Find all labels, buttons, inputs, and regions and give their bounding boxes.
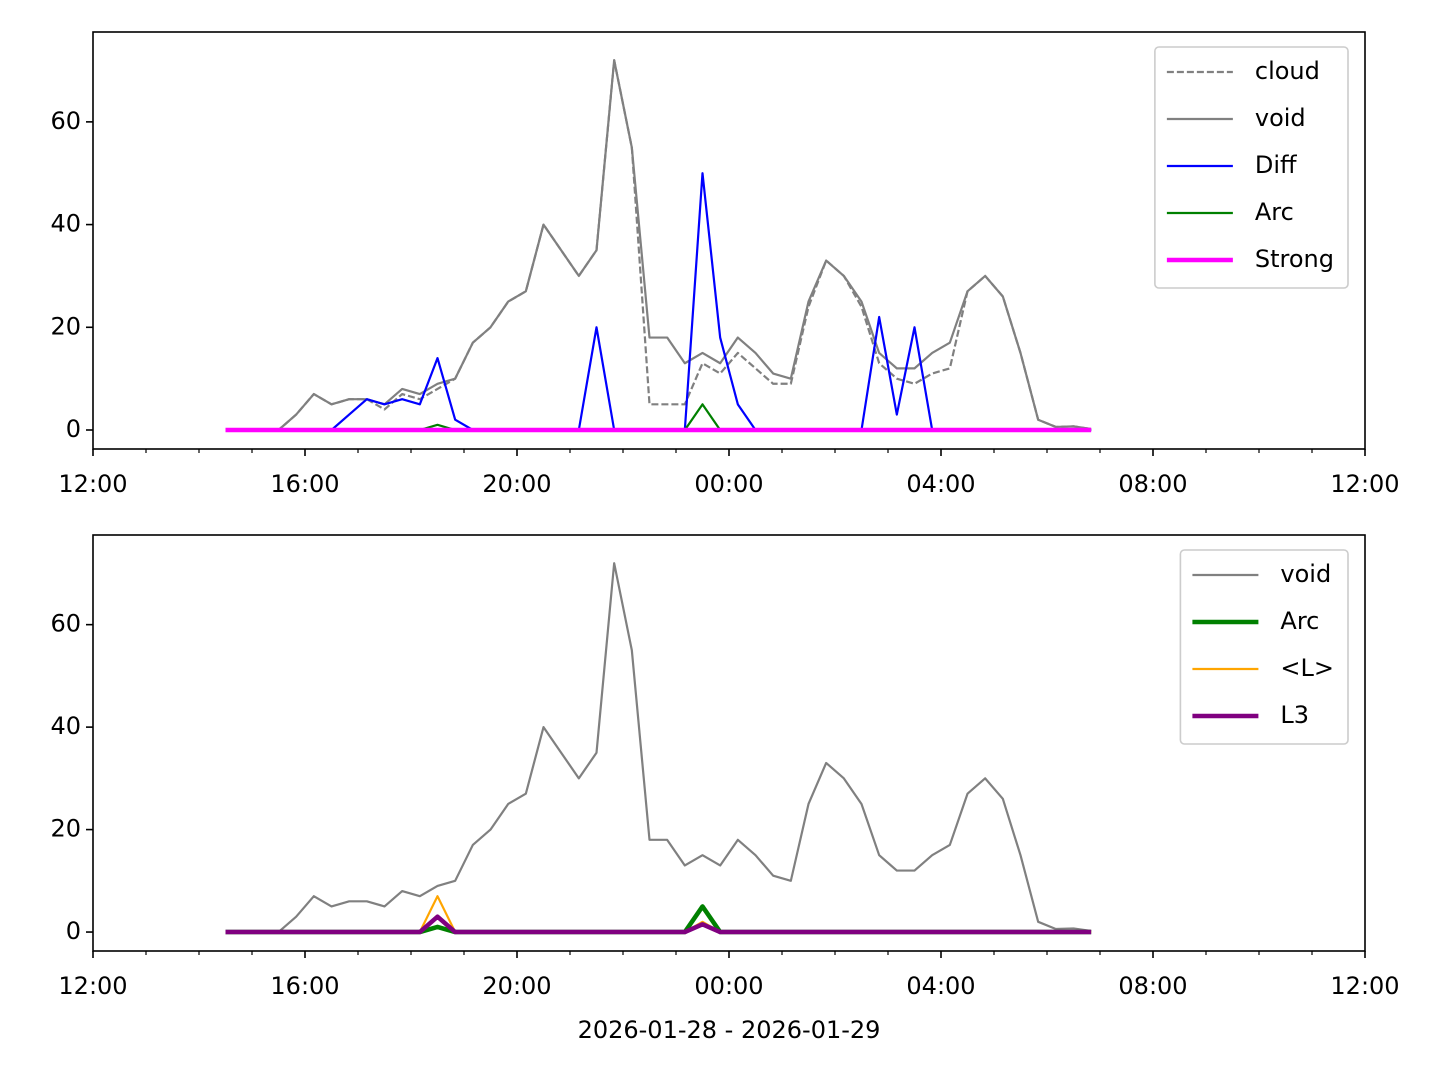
axes-frame	[92, 534, 1366, 952]
legend: void Arc <L> L3	[1179, 549, 1349, 745]
x-tick-label: 20:00	[482, 972, 551, 1000]
x-tick-label: 00:00	[694, 470, 763, 498]
series-line	[225, 172, 1092, 432]
legend: cloud void Diff Arc Strong	[1154, 46, 1349, 289]
legend-label: cloud	[1255, 57, 1320, 85]
x-tick-label: 20:00	[482, 470, 551, 498]
legend-item: Diff	[1166, 151, 1297, 179]
x-tick-label: 04:00	[906, 972, 975, 1000]
series-line	[225, 59, 1092, 432]
legend-item: Arc	[1192, 607, 1319, 635]
legend-label: Arc	[1255, 198, 1294, 226]
series-line	[225, 904, 1092, 935]
y-tick-label: 60	[50, 107, 81, 135]
x-tick-label: 04:00	[906, 470, 975, 498]
x-tick-label: 12:00	[58, 470, 127, 498]
y-tick-label: 0	[66, 917, 81, 945]
legend-label: void	[1255, 104, 1306, 132]
x-tick-label: 00:00	[694, 972, 763, 1000]
y-tick-label: 40	[50, 210, 81, 238]
legend-label: <L>	[1280, 654, 1334, 682]
series-line	[225, 914, 1092, 935]
x-tick-label: 12:00	[1330, 470, 1399, 498]
legend-item: void	[1166, 104, 1306, 132]
x-axis-label: 2026-01-28 - 2026-01-29	[578, 1016, 881, 1044]
x-tick-label: 12:00	[58, 972, 127, 1000]
y-tick-label: 40	[50, 712, 81, 740]
legend-item: void	[1192, 560, 1331, 588]
x-tick-label: 08:00	[1118, 470, 1187, 498]
legend-label: L3	[1280, 701, 1309, 729]
legend-item: cloud	[1166, 57, 1320, 85]
legend-frame	[1179, 549, 1349, 745]
legend-item: Arc	[1166, 198, 1294, 226]
legend-label: Strong	[1255, 245, 1334, 273]
legend-label: void	[1280, 560, 1331, 588]
legend-frame	[1154, 46, 1349, 289]
x-tick-label: 16:00	[270, 972, 339, 1000]
x-tick-label: 16:00	[270, 470, 339, 498]
y-tick-label: 60	[50, 610, 81, 638]
y-tick-label: 0	[66, 415, 81, 443]
plot-area	[225, 59, 1092, 433]
legend-item: <L>	[1192, 654, 1334, 682]
series-line	[225, 59, 1092, 432]
legend-label: Diff	[1255, 151, 1297, 179]
legend-item: Strong	[1166, 245, 1334, 273]
y-tick-label: 20	[50, 815, 81, 843]
x-tick-label: 08:00	[1118, 972, 1187, 1000]
legend-label: Arc	[1280, 607, 1319, 635]
plot-area	[225, 562, 1092, 935]
legend-item: L3	[1192, 701, 1309, 729]
x-tick-label: 12:00	[1330, 972, 1399, 1000]
y-tick-label: 20	[50, 312, 81, 340]
series-line	[225, 562, 1092, 934]
